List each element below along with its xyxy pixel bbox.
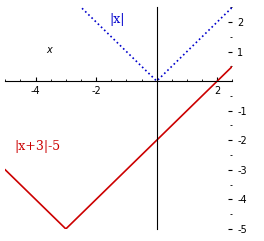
Text: x: x	[46, 45, 52, 55]
Text: |x+3|-5: |x+3|-5	[14, 140, 60, 153]
Text: |x|: |x|	[110, 13, 125, 26]
